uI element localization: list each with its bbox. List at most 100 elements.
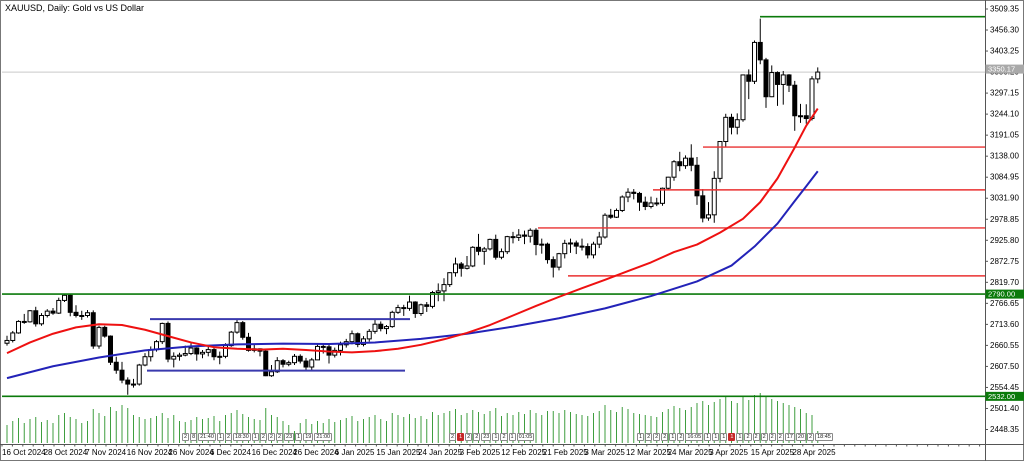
event-marker[interactable]: 2 [645,433,653,441]
candle-bearish [476,246,481,252]
candle-bullish [527,229,533,237]
event-marker[interactable]: 1 [720,433,728,441]
y-axis-tick-label: 2660.55 [990,341,1019,350]
candle-bullish [56,299,62,314]
candle-bullish [228,331,234,347]
level-price-badge-label: 2790.00 [988,290,1015,299]
event-marker[interactable]: 2 [449,433,457,441]
candle-bullish [27,310,33,323]
y-axis-tick-label: 3191.05 [990,131,1019,140]
candle-bearish [585,246,591,256]
event-marker[interactable]: 18:30 [233,433,251,441]
event-marker[interactable]: 2 [259,433,267,441]
event-marker[interactable]: 1 [251,433,259,441]
y-axis-tick-label: 2872.75 [990,257,1019,266]
y-axis-tick-label: 3456.30 [990,26,1019,35]
event-marker[interactable]: 1 [508,433,516,441]
event-marker[interactable]: 2 [807,433,815,441]
event-marker[interactable]: 1 [295,433,303,441]
event-marker[interactable]: 20 [795,433,807,441]
event-marker[interactable]: 2 [768,433,776,441]
level-price-badge [985,391,1024,401]
candle-bullish [447,272,453,286]
event-marker[interactable]: 1 [216,433,224,441]
event-marker[interactable]: 2 [465,433,473,441]
event-marker[interactable]: 2 [744,433,752,441]
event-marker[interactable]: 01:05 [516,433,535,441]
candle-bearish [642,201,648,208]
event-marker[interactable]: 2 [224,433,233,441]
candle-bearish [786,74,792,86]
candle-bullish [464,265,470,269]
candle-bullish [625,191,631,198]
event-marker[interactable]: 1 [704,433,712,441]
y-axis-tick-label: 2978.85 [990,215,1019,224]
event-marker[interactable]: 2 [760,433,768,441]
y-axis-tick-label: 2766.65 [990,299,1019,308]
event-marker[interactable]: 2 [776,433,784,441]
event-marker-highlighted[interactable]: 1 [728,433,736,441]
event-marker[interactable]: 1 [712,433,720,441]
x-axis-date-label: 28 Oct 2024 [44,448,88,457]
candle-bullish [4,339,10,344]
candle-bullish [366,330,372,340]
event-marker-group[interactable]: 2 1 2 2 23 1 2 1 01:05 [449,433,535,441]
event-marker[interactable]: 1 [637,433,645,441]
y-axis-tick-label: 2925.80 [990,236,1019,245]
moving-average-slow-blue [6,170,819,380]
candle-bullish [200,351,205,355]
candle-bullish [85,312,90,316]
event-marker[interactable]: 16:05 [685,433,704,441]
event-marker[interactable]: 17 [784,433,795,441]
candle-bullish [499,251,504,258]
event-marker[interactable]: 1 [669,433,677,441]
event-marker[interactable]: 2 [267,433,275,441]
event-marker[interactable]: 2 [653,433,661,441]
candle-bullish [683,157,688,167]
event-marker[interactable]: 8 [190,433,198,441]
candle-bullish [602,214,608,238]
candle-bullish [205,349,211,353]
chart-title: XAUUSD, Daily: Gold vs US Dollar [5,3,145,13]
event-marker-highlighted[interactable]: 1 [457,433,465,441]
x-axis-date-label: 3 Feb 2025 [460,448,501,457]
event-marker[interactable]: 2 [182,433,190,441]
event-marker[interactable]: 1 [736,433,744,441]
candle-bullish [292,355,297,364]
candle-bearish [73,311,79,316]
event-marker[interactable]: 23 [481,433,492,441]
x-axis-date-label: 6 Dec 2024 [210,448,251,457]
event-marker[interactable]: 2 [500,433,508,441]
candle-bearish [194,347,200,355]
event-marker-group[interactable]: 1 2 2 2 1 2 16:05 1 1 1 1 1 2 2 2 2 2 17 20 2 18:45 [637,433,833,441]
event-marker[interactable]: 2 [661,433,669,441]
candle-bullish [660,187,665,204]
event-marker[interactable]: 23 [284,433,295,441]
candle-bullish [798,115,803,118]
event-marker[interactable]: 2 [677,433,685,441]
x-axis-date-label: 26 Nov 2024 [168,448,214,457]
event-marker[interactable]: 2 [275,433,284,441]
candle-bullish [159,322,165,343]
x-axis-date-label: 3 Mar 2025 [584,448,625,457]
event-marker-group[interactable]: 2 8 21:40 1 2 18:30 1 2 2 2 23 1 19 21:00 [182,433,333,441]
y-axis-tick-label: 3403.25 [990,47,1019,56]
event-marker[interactable]: 18:45 [815,433,833,441]
candle-bullish [752,41,757,82]
candle-bearish [165,322,171,360]
y-axis-tick-label: 3031.90 [990,194,1019,203]
event-marker[interactable]: 1 [492,433,500,441]
candle-bullish [274,360,280,373]
candle-bullish [562,242,568,255]
candle-bullish [815,71,821,80]
candle-bearish [320,345,326,348]
event-marker[interactable]: 21:40 [198,433,216,441]
event-marker[interactable]: 19 [303,433,314,441]
event-marker[interactable]: 21:00 [314,433,333,441]
event-marker[interactable]: 2 [752,433,760,441]
candle-bearish [297,355,303,362]
candle-bearish [746,74,752,82]
event-marker[interactable]: 2 [473,433,481,441]
candle-bullish [384,326,389,330]
